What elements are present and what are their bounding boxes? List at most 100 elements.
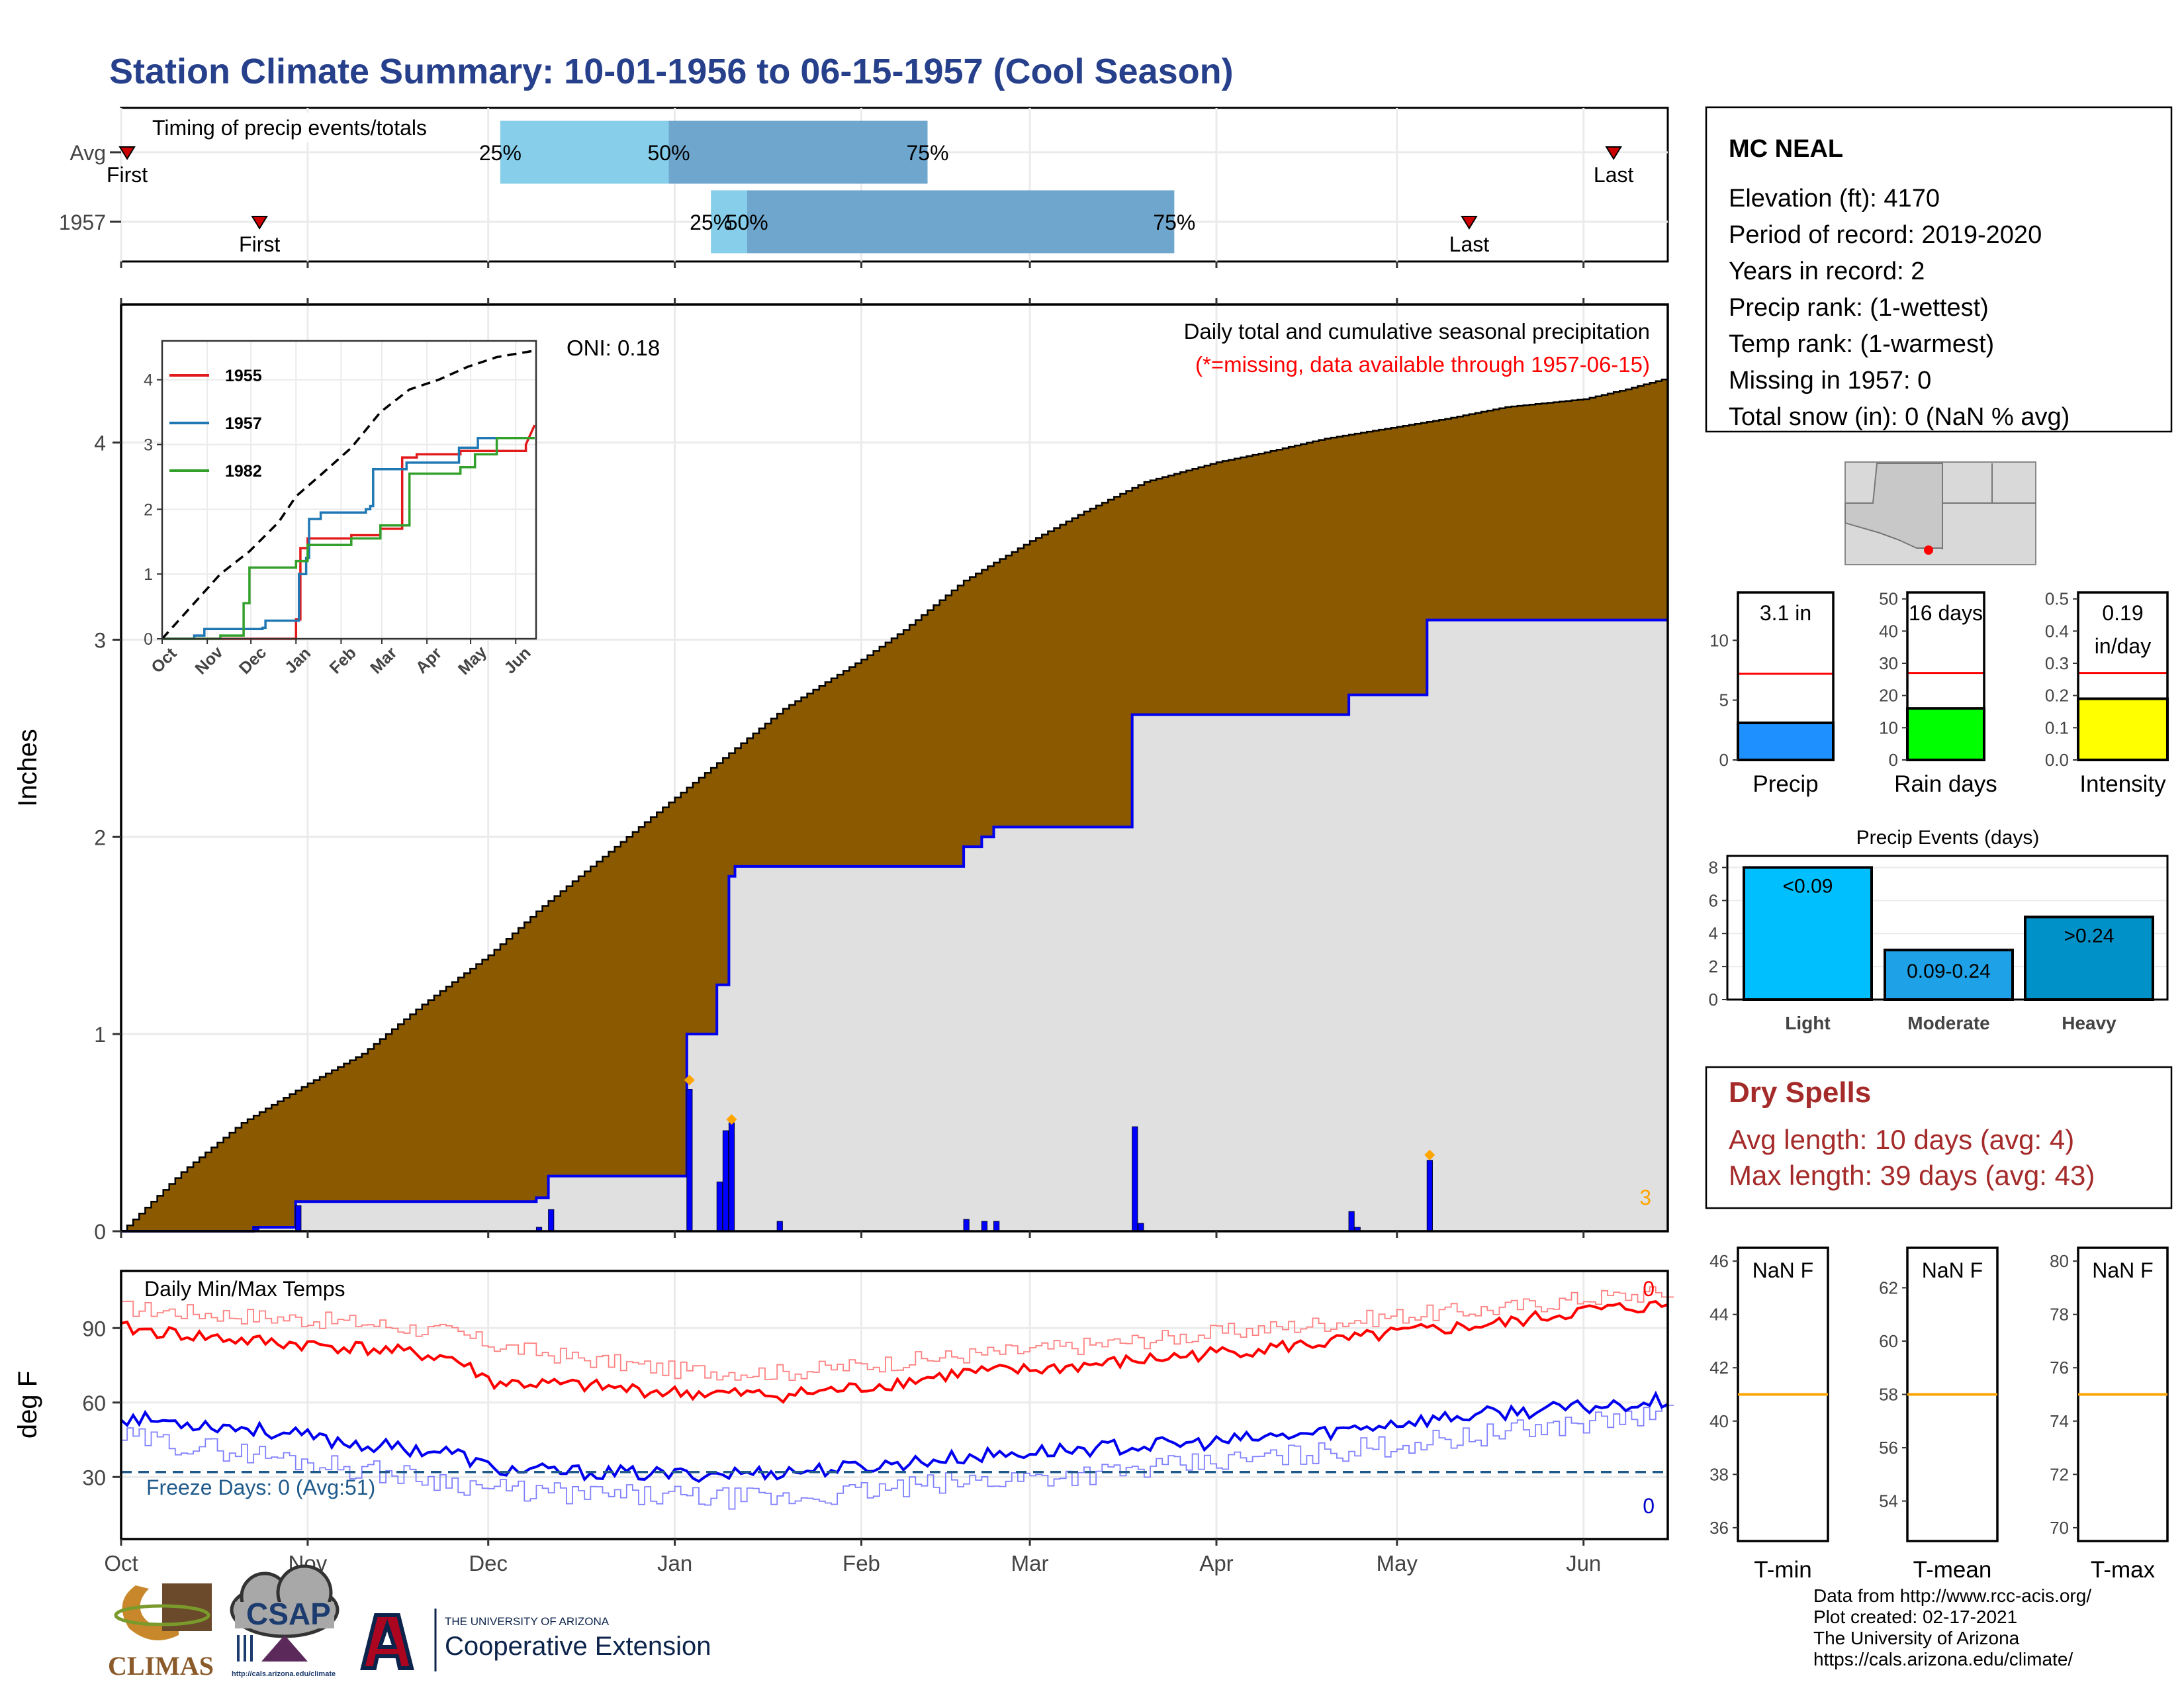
- daily-precip-bar: [993, 1221, 1000, 1232]
- month-tick-label: Mar: [1011, 1551, 1049, 1575]
- y-tick-label: 0.2: [2045, 686, 2069, 706]
- tbox-y-tick-label: 76: [2050, 1358, 2069, 1378]
- tbox-y-tick-label: 74: [2050, 1411, 2069, 1431]
- month-tick-label: Apr: [1199, 1551, 1233, 1575]
- precip-chart-title: Daily total and cumulative seasonal prec…: [1184, 319, 1650, 344]
- precip-chart-subtitle: (*=missing, data available through 1957-…: [1195, 352, 1650, 377]
- precip-y-axis-label: Inches: [13, 729, 42, 807]
- month-tick-label: Jun: [1566, 1551, 1601, 1575]
- value-label: 3.1 in: [1760, 601, 1811, 625]
- value-label: 0.19: [2102, 601, 2143, 625]
- bar-frame: [2077, 591, 2169, 761]
- credit-line-org: The University of Arizona: [1813, 1628, 2020, 1648]
- ua-a-icon: [360, 1613, 414, 1670]
- csap-mountain-icon: [261, 1635, 308, 1662]
- value-bar: [1906, 707, 1985, 761]
- missing-data-marker: [684, 1074, 695, 1086]
- bar-frame: [1737, 591, 1835, 761]
- timing-q50-label: 50%: [726, 211, 768, 234]
- timing-q50-label: 50%: [647, 141, 690, 165]
- inset-series-1957: [162, 436, 535, 640]
- inset-frame: [161, 340, 537, 640]
- first-marker-icon: [251, 216, 268, 230]
- inset-y-tick-label: 0: [144, 630, 153, 649]
- tbox-value-label: NaN F: [1922, 1258, 1983, 1282]
- missing-data-marker: [726, 1114, 737, 1125]
- inset-legend-label: 1955: [225, 367, 262, 385]
- events-bar: [1743, 866, 1873, 1001]
- category-label: Intensity: [2079, 771, 2166, 797]
- freeze-days-label: Freeze Days: 0 (Avg:51): [146, 1476, 375, 1499]
- page-title: Station Climate Summary: 10-01-1956 to 0…: [109, 52, 1234, 91]
- value-label-unit: in/day: [2095, 634, 2151, 658]
- events-y-tick-label: 8: [1709, 857, 1718, 877]
- category-label: Rain days: [1894, 771, 1997, 797]
- precip-events-panel: Precip Events (days) <0.09 Light 0.09-0.24 M…: [1709, 827, 2169, 1033]
- tbox-y-tick-label: 42: [1709, 1358, 1729, 1378]
- tbox-y-tick-label: 78: [2050, 1305, 2069, 1325]
- tbox-y-tick-label: 60: [1879, 1331, 1898, 1351]
- timing-row-label: 1957: [59, 211, 106, 234]
- station-location-dot: [1924, 545, 1933, 555]
- precip-y-tick-label: 2: [94, 825, 106, 849]
- climas-logo: CLIMAS: [108, 1583, 214, 1681]
- inset-y-tick-label: 4: [144, 371, 153, 390]
- events-bar-label: 0.09-0.24: [1907, 961, 1991, 982]
- station-line-snow: Total snow (in): 0 (NaN % avg): [1729, 403, 2070, 431]
- daily-precip-bar: [776, 1221, 783, 1232]
- ua-small-text: THE UNIVERSITY OF ARIZONA: [445, 1615, 610, 1628]
- csap-bars-icon: [237, 1635, 253, 1662]
- last-marker-icon: [1605, 146, 1622, 160]
- timing-box-upper: [668, 120, 928, 184]
- station-info-frame: [1705, 106, 2173, 433]
- inset-series-1982: [162, 436, 535, 640]
- tbox-category-label: T-mean: [1913, 1557, 1992, 1583]
- y-tick-label: 0: [1889, 750, 1898, 770]
- dry-spells-frame: [1705, 1066, 2173, 1209]
- events-y-tick-label: 0: [1709, 990, 1718, 1009]
- events-category-label: Light: [1785, 1013, 1830, 1033]
- first-marker-label: First: [239, 232, 280, 256]
- precip-total-panel: 0 5 10 3.1 in Precip: [1709, 591, 1835, 797]
- timing-box-upper: [747, 190, 1175, 254]
- intensity-panel: 0.0 0.1 0.2 0.3 0.4 0.5 0.19 in/day Intensity: [2045, 589, 2169, 797]
- temp-y-tick-label: 60: [82, 1391, 106, 1415]
- events-bar-label: <0.09: [1783, 875, 1833, 897]
- y-tick-label: 0.4: [2045, 621, 2069, 641]
- timing-label-bg: [147, 113, 465, 142]
- month-tick-label: Feb: [842, 1551, 880, 1575]
- y-tick-label: 40: [1879, 621, 1898, 641]
- events-category-label: Heavy: [2062, 1013, 2116, 1033]
- tbox-y-tick-label: 80: [2050, 1251, 2069, 1271]
- value-bar: [1737, 721, 1835, 761]
- daily-precip-bar: [686, 1089, 693, 1232]
- tbox-y-tick-label: 54: [1879, 1491, 1898, 1511]
- credit-line-date: Plot created: 02-17-2021: [1813, 1607, 2017, 1627]
- y-tick-label: 10: [1709, 630, 1729, 650]
- tmax-count-label: 0: [1643, 1277, 1655, 1301]
- last-marker-icon: [1461, 216, 1478, 230]
- tbox-y-tick-label: 56: [1879, 1438, 1898, 1458]
- credit-line-url: https://cals.arizona.edu/climate/: [1813, 1649, 2073, 1669]
- inset-legend-label: 1957: [225, 414, 262, 433]
- y-tick-label: 0.0: [2045, 750, 2069, 770]
- station-line-years: Years in record: 2: [1729, 258, 1925, 285]
- temp-y-axis-label: deg F: [13, 1371, 42, 1438]
- tmax-box-panel: 70 72 74 76 78 80 NaN F T-max: [2050, 1246, 2169, 1583]
- events-bar: [2024, 915, 2154, 1001]
- daily-precip-bar: [1138, 1223, 1144, 1232]
- events-frame: [1726, 855, 2169, 1001]
- tbox-category-label: T-max: [2091, 1557, 2156, 1583]
- tmax-line: [120, 1299, 1668, 1404]
- y-tick-label: 5: [1719, 690, 1729, 710]
- temp-y-tick-label: 30: [82, 1466, 106, 1489]
- tbox-y-tick-label: 46: [1709, 1251, 1729, 1271]
- events-y-tick-label: 6: [1709, 890, 1718, 910]
- dry-spells-max: Max length: 39 days (avg: 43): [1729, 1160, 2095, 1191]
- inset-y-tick-label: 3: [144, 436, 153, 455]
- events-category-label: Moderate: [1907, 1013, 1989, 1033]
- temp-chart-title: Daily Min/Max Temps: [144, 1277, 345, 1301]
- y-tick-label: 10: [1879, 718, 1898, 737]
- daily-precip-bar: [1132, 1126, 1138, 1232]
- missing-data-marker: [1424, 1149, 1435, 1160]
